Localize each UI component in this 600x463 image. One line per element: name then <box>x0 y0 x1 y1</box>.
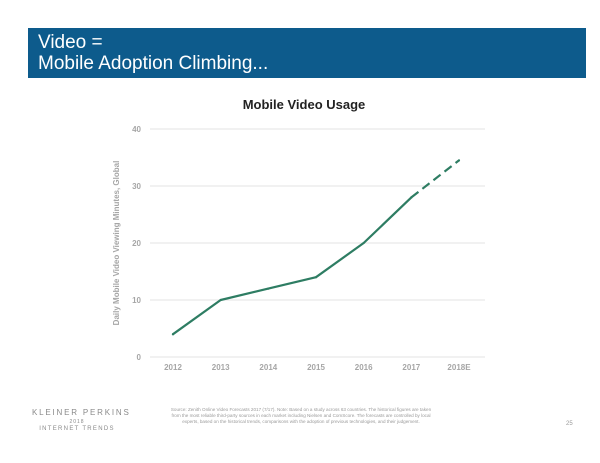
slide-title-line-1: Video = <box>38 32 103 53</box>
data-point-2014 <box>267 287 270 290</box>
x-tick-label: 2017 <box>402 363 420 372</box>
series-line-forecast <box>410 159 460 199</box>
data-point-2012 <box>171 333 175 336</box>
y-axis-label: Daily Mobile Video Viewing Minutes, Glob… <box>112 161 121 326</box>
kpcb-logo: KLEINER PERKINS 2018 INTERNET TRENDS <box>32 408 131 432</box>
data-point-2017 <box>410 196 413 199</box>
title-banner: Video = Mobile Adoption Climbing... <box>28 28 586 78</box>
y-tick-label: 30 <box>132 182 141 191</box>
data-point-2013 <box>219 298 222 302</box>
y-tick-label: 10 <box>132 296 141 305</box>
logo-brand: KLEINER PERKINS <box>32 408 131 417</box>
x-tick-label: 2016 <box>355 363 373 372</box>
x-tick-label: 2012 <box>164 363 182 372</box>
logo-report: INTERNET TRENDS <box>39 426 115 432</box>
page-number: 25 <box>566 421 573 427</box>
y-tick-label: 40 <box>132 125 141 134</box>
data-point-2015 <box>314 276 318 279</box>
x-tick-label: 2013 <box>212 363 230 372</box>
y-tick-label: 20 <box>132 239 141 248</box>
chart-title: Mobile Video Usage <box>243 97 366 112</box>
data-point-2018E <box>457 159 461 162</box>
slide-title-line-2: Mobile Adoption Climbing... <box>38 53 269 74</box>
series-line-actual <box>171 196 413 336</box>
x-tick-label: 2018E <box>447 363 471 372</box>
logo-year: 2018 <box>69 419 85 425</box>
source-note: Source: Zenith Online Video Forecasts 20… <box>170 407 432 424</box>
y-tick-label: 0 <box>137 353 142 362</box>
x-tick-label: 2014 <box>259 363 277 372</box>
data-point-2016 <box>362 241 365 245</box>
x-tick-label: 2015 <box>307 363 325 372</box>
